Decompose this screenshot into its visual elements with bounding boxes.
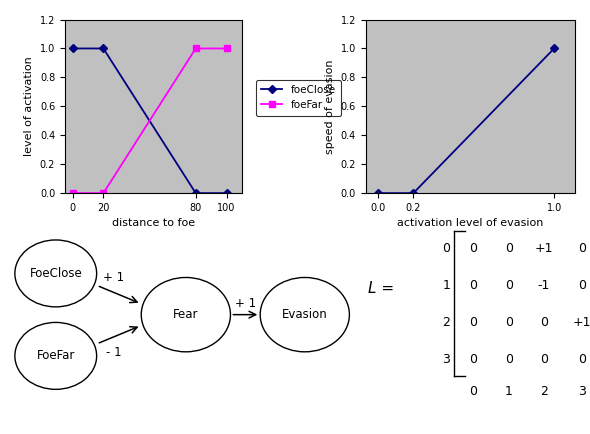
Text: + 1: + 1 — [235, 297, 256, 310]
Text: 0: 0 — [540, 316, 548, 329]
Text: Fear: Fear — [173, 308, 199, 321]
Text: FoeClose: FoeClose — [30, 267, 82, 280]
Text: Evasion: Evasion — [282, 308, 327, 321]
Text: 3: 3 — [578, 385, 586, 398]
Text: 2: 2 — [540, 385, 548, 398]
foeFar — [223, 46, 230, 51]
foeClose — [69, 46, 76, 51]
Text: 3: 3 — [442, 353, 450, 365]
Text: 0: 0 — [470, 279, 477, 292]
Line: foeClose: foeClose — [70, 46, 230, 196]
Text: 0: 0 — [470, 353, 477, 365]
Text: 0: 0 — [578, 279, 586, 292]
Text: L =: L = — [368, 281, 394, 296]
Text: -1: -1 — [538, 279, 550, 292]
foeClose — [100, 46, 107, 51]
Text: 0: 0 — [470, 242, 477, 255]
Text: 0: 0 — [540, 353, 548, 365]
foeClose — [223, 191, 230, 196]
Text: FoeFar: FoeFar — [37, 349, 75, 362]
foeFar — [69, 191, 76, 196]
Text: 0: 0 — [504, 353, 513, 365]
Text: 1: 1 — [442, 279, 450, 292]
X-axis label: distance to foe: distance to foe — [112, 218, 195, 228]
Line: foeFar: foeFar — [70, 46, 230, 196]
Y-axis label: speed of evasion: speed of evasion — [325, 59, 335, 154]
Text: - 1: - 1 — [106, 346, 121, 359]
Text: 0: 0 — [470, 316, 477, 329]
Text: +1: +1 — [573, 316, 590, 329]
Text: 1: 1 — [505, 385, 513, 398]
Text: 0: 0 — [578, 242, 586, 255]
Text: 0: 0 — [504, 242, 513, 255]
Text: +1: +1 — [535, 242, 553, 255]
Text: 2: 2 — [442, 316, 450, 329]
Text: 0: 0 — [504, 279, 513, 292]
foeFar — [192, 46, 199, 51]
X-axis label: activation level of evasion: activation level of evasion — [397, 218, 544, 228]
Legend: foeClose, foeFar: foeClose, foeFar — [256, 79, 340, 116]
foeClose — [192, 191, 199, 196]
foeFar — [100, 191, 107, 196]
Text: + 1: + 1 — [103, 271, 124, 284]
Text: 0: 0 — [470, 385, 477, 398]
Y-axis label: level of activation: level of activation — [24, 56, 34, 156]
Text: 0: 0 — [504, 316, 513, 329]
Text: 0: 0 — [442, 242, 450, 255]
Text: 0: 0 — [578, 353, 586, 365]
